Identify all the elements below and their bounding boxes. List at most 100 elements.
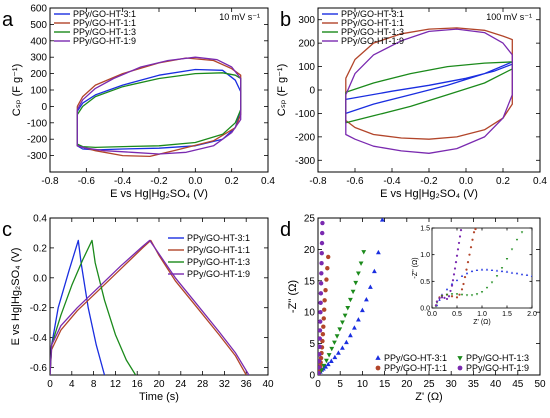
inset-plot: 0.0 0.5 1.0 1.5 2.0 0.0 0.5 1.0 1.5 Z' (Ω) -Z'' (Ω…	[412, 226, 537, 327]
y-tick-label: -0.6	[30, 363, 48, 374]
data-point	[334, 334, 340, 339]
data-point	[434, 304, 438, 307]
data-point	[355, 271, 361, 276]
data-point	[318, 300, 323, 305]
data-point	[359, 307, 365, 313]
data-point	[459, 229, 463, 232]
legend-entry: PPy/GO-HT-1:1	[73, 18, 136, 28]
y-tick-label: 0	[309, 371, 315, 382]
data-point	[355, 317, 361, 322]
data-point	[520, 231, 524, 234]
y-tick-label: 600	[30, 4, 47, 15]
inset-x-label: Z' (Ω)	[473, 319, 490, 326]
data-point	[450, 284, 454, 287]
data-point	[443, 296, 446, 299]
data-point	[458, 293, 461, 296]
y-tick-label: 15	[304, 276, 316, 287]
series-PPy/GO-HT-1:1	[318, 254, 331, 375]
data-point	[318, 365, 322, 370]
data-point	[326, 353, 332, 358]
legend-entry: PPy/GO-HT-3:1	[187, 233, 250, 243]
data-point	[495, 275, 499, 278]
legend-entry: PPy/GO-HT-1:9	[73, 36, 136, 46]
data-point	[525, 273, 529, 276]
data-point	[319, 250, 324, 256]
data-point	[515, 272, 519, 275]
y-axis-label: Cₛₚ (F g⁻¹)	[11, 64, 23, 117]
data-point	[324, 277, 329, 282]
legend-entry: PPy/GO-HT-1:9	[466, 363, 529, 373]
data-point	[321, 324, 326, 329]
data-point	[332, 354, 338, 360]
series-line-PPy/GO-HT-1:9	[345, 28, 513, 154]
data-point	[325, 266, 330, 271]
data-point	[340, 345, 345, 350]
legend-entry: PPy/GO-HT-1:1	[341, 18, 404, 28]
x-tick-label: -0.2	[420, 176, 438, 187]
x-axis-label: E vs Hg|Hg₂SO₄ (V)	[380, 188, 478, 200]
data-point	[445, 297, 449, 301]
y-tick-label: 0.0	[420, 306, 430, 313]
x-axis-label: Z' (Ω)	[415, 391, 442, 403]
y-tick-label: 0.0	[33, 273, 47, 284]
data-point	[495, 269, 499, 272]
panel-d: 0 5 10 15 20 25 30 35 40 45 50 0 5 10 15 20 25 d Z' (Ω) -Z'…	[280, 214, 546, 404]
data-point	[319, 271, 324, 276]
data-point	[480, 291, 484, 294]
data-point	[450, 295, 454, 298]
data-point	[462, 282, 465, 286]
data-point	[318, 370, 321, 375]
x-tick-label: 50	[534, 379, 546, 390]
data-point	[318, 319, 323, 324]
data-point	[471, 238, 474, 241]
y-tick-label: 0.4	[33, 214, 47, 225]
data-point	[460, 288, 464, 291]
data-point	[460, 293, 464, 296]
legend-entry: PPy/GO-HT-3:1	[341, 9, 404, 19]
data-point	[361, 250, 367, 255]
series-line-PPy/GO-HT-1:1	[50, 239, 247, 375]
data-point	[472, 231, 476, 234]
data-point	[318, 358, 322, 364]
y-axis-label: E vs Hg|Hg₂SO₄ (V)	[10, 248, 22, 346]
series-line-PPy/GO-HT-1:3	[50, 239, 137, 375]
y-axis-label: -Z'' (Ω)	[287, 280, 299, 313]
data-point	[455, 296, 459, 299]
x-tick-label: 0.2	[225, 176, 239, 187]
x-tick-label: 0.5	[452, 311, 462, 318]
data-point	[456, 248, 460, 251]
series-line-PPy/GO-HT-1:9	[50, 239, 250, 375]
data-point	[350, 289, 356, 295]
data-point	[318, 281, 324, 286]
data-point	[466, 261, 470, 264]
y-tick-label: -200	[27, 135, 47, 146]
x-tick-label: 0	[315, 379, 321, 390]
data-point	[440, 296, 444, 299]
data-point	[318, 344, 322, 349]
data-point	[371, 268, 377, 274]
data-point	[363, 297, 369, 302]
data-point	[449, 289, 452, 293]
data-point	[453, 267, 457, 270]
inset-background	[432, 228, 532, 308]
data-point	[343, 339, 349, 345]
data-point	[515, 238, 519, 242]
data-point	[450, 293, 454, 296]
data-point	[500, 269, 504, 273]
data-point	[319, 240, 325, 246]
data-point	[465, 294, 469, 297]
panel-letter: b	[280, 9, 291, 31]
legend-entry: PPy/GO-HT-1:3	[187, 257, 250, 267]
data-point	[318, 291, 324, 296]
data-point	[530, 274, 532, 277]
series-PPy/GO-HT-3:1	[318, 218, 385, 375]
data-point	[320, 220, 325, 226]
series-line-PPy/GO-HT-1:1	[345, 27, 513, 140]
legend-entry: PPy/GO-HT-1:1	[384, 363, 447, 373]
series-line-PPy/GO-HT-1:3	[345, 61, 513, 124]
data-point	[318, 310, 323, 315]
data-point	[321, 316, 326, 321]
panel-letter: a	[2, 9, 14, 31]
data-point	[457, 356, 463, 361]
